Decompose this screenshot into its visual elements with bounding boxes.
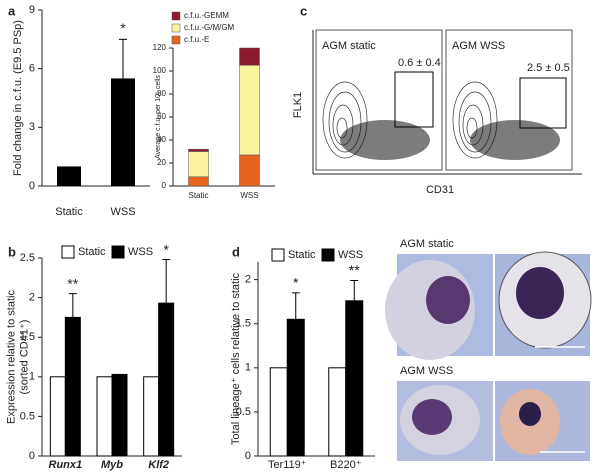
y-tick-label: 9 (29, 4, 35, 16)
legend-swatch (321, 248, 335, 262)
legend-swatch (171, 23, 181, 33)
bar-segment (188, 148, 209, 152)
bar-segment (239, 65, 260, 156)
y-axis-label: Average c.f.u. per 10⁵ cells (155, 75, 162, 159)
flow-x-label: CD31 (426, 184, 454, 196)
x-tick-label: B220⁺ (330, 459, 362, 471)
panel-label: c (300, 3, 307, 18)
y-axis-label: Total lineage⁺ cells relative to static (230, 272, 242, 445)
legend-swatch (111, 245, 125, 259)
bar (57, 166, 81, 186)
micrograph (397, 381, 590, 461)
legend-swatch (171, 11, 181, 21)
bar (158, 302, 175, 457)
panel-label: d (232, 244, 240, 259)
legend-label: WSS (338, 249, 363, 261)
legend-label: Static (288, 249, 316, 261)
y-tick-label: 0 (29, 180, 35, 192)
x-tick-label: WSS (240, 191, 258, 200)
x-tick-label: Myb (101, 459, 123, 471)
panel-label: a (8, 3, 16, 18)
y-tick-label: 2.5 (20, 252, 35, 264)
bar (96, 376, 113, 457)
bar-segment (239, 154, 260, 187)
flow-y-label: FLK1 (292, 92, 304, 118)
y-tick-label: 6 (29, 63, 35, 75)
bar-segment (239, 47, 260, 66)
legend-label: WSS (128, 246, 153, 258)
x-tick-label: WSS (110, 206, 135, 218)
bar (269, 367, 288, 457)
y-tick-label: 2 (29, 292, 35, 304)
x-tick-label: Static (55, 206, 83, 218)
y-tick-label: 1 (245, 362, 251, 374)
y-tick-label: 0 (162, 181, 167, 190)
flow-plots (312, 29, 582, 175)
legend-label: c.f.u.-G/M/GM (184, 23, 235, 32)
gate-label: 0.6 ± 0.4 (398, 57, 441, 69)
legend-swatch (61, 245, 75, 259)
y-tick-label: 120 (153, 43, 167, 52)
y-tick-label: 3 (29, 121, 35, 133)
y-tick-label: 0 (29, 450, 35, 462)
legend-label: c.f.u.-GEMM (184, 11, 229, 20)
significance: * (163, 241, 169, 257)
y-axis-label: Expression relative to static (5, 290, 17, 424)
legend-label: c.f.u.-E (184, 35, 209, 44)
y-tick-label: 80 (157, 89, 166, 98)
x-tick-label: Klf2 (148, 459, 169, 471)
bar (345, 300, 364, 457)
gate-label: 2.5 ± 0.5 (527, 62, 570, 74)
legend-label: Static (78, 246, 106, 258)
x-tick-label: Static (188, 191, 208, 200)
gate (394, 71, 434, 128)
y-tick-label: 0.5 (236, 406, 251, 418)
bar (286, 318, 305, 457)
y-tick-label: 0.5 (20, 410, 35, 422)
significance: * (293, 275, 299, 291)
significance: ** (349, 262, 360, 278)
flow-title: AGM WSS (452, 40, 505, 52)
flow-title: AGM static (322, 40, 376, 52)
y-tick-label: 100 (153, 66, 167, 75)
y-tick-label: 20 (157, 158, 166, 167)
y-tick-label: 2 (245, 274, 251, 286)
bar-segment (188, 151, 209, 178)
x-tick-label: Ter119⁺ (268, 459, 307, 471)
y-tick-label: 0 (245, 450, 251, 462)
y-axis-label: Fold change in c.f.u. (E9.5 PSp) (12, 20, 24, 176)
micrograph-title: AGM static (400, 238, 454, 250)
x-tick-label: Runx1 (49, 459, 83, 471)
significance: ** (67, 275, 78, 291)
y-tick-label: 40 (157, 135, 166, 144)
bar (64, 316, 81, 457)
y-axis-label: (sorted CD41⁺) (18, 320, 30, 395)
y-tick-label: 1 (29, 371, 35, 383)
panel-label: b (8, 244, 16, 259)
contours (322, 81, 560, 160)
significance: * (120, 20, 126, 36)
micrograph (385, 251, 592, 360)
bar (143, 376, 160, 457)
bar (328, 367, 347, 457)
micrograph-title: AGM WSS (400, 365, 453, 377)
legend-swatch (271, 248, 285, 262)
y-tick-label: 1.5 (236, 318, 251, 330)
y-tick-label: 1.5 (20, 331, 35, 343)
legend-swatch (171, 35, 181, 45)
bar (49, 376, 66, 457)
bar (111, 373, 128, 457)
gate (519, 77, 567, 129)
bar-segment (188, 176, 209, 187)
y-tick-label: 60 (157, 112, 166, 121)
